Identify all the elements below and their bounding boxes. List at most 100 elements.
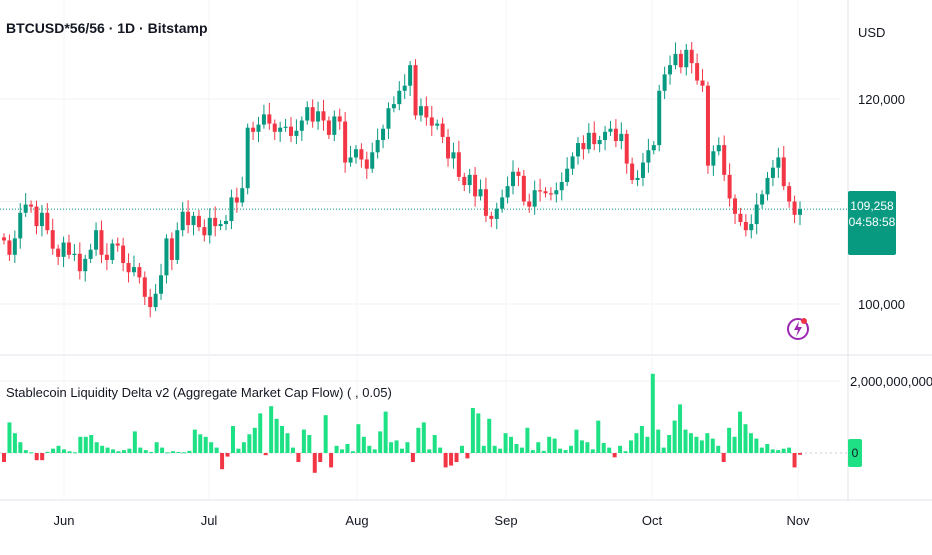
candle-body: [94, 230, 99, 250]
indicator-bar: [470, 408, 475, 453]
candle-body: [489, 215, 494, 219]
candle-body: [603, 131, 608, 140]
candle-body: [505, 186, 510, 198]
indicator-bar: [105, 447, 110, 453]
indicator-bar: [356, 424, 361, 453]
indicator-bar: [688, 433, 693, 453]
candle-body: [2, 237, 6, 241]
symbol-title[interactable]: BTCUSD*56/56 · 1D · Bitstamp: [6, 20, 208, 36]
candle-body: [34, 206, 39, 227]
indicator-bar: [639, 426, 644, 453]
indicator-bar: [683, 429, 688, 453]
indicator-bar: [372, 449, 377, 453]
indicator-title[interactable]: Stablecoin Liquidity Delta v2 (Aggregate…: [6, 385, 392, 400]
indicator-bar: [798, 453, 802, 455]
candle-body: [213, 217, 218, 227]
candle-body: [321, 111, 326, 121]
indicator-bar: [51, 448, 56, 453]
candle-body: [359, 149, 364, 160]
candle-body: [77, 253, 82, 272]
indicator-bar: [214, 447, 219, 453]
candle-body: [299, 120, 304, 131]
indicator-bar: [285, 433, 290, 453]
indicator-bar: [18, 442, 23, 453]
indicator-bar: [716, 445, 721, 453]
candle-body: [516, 171, 521, 176]
candle-body: [305, 107, 310, 121]
candle-body: [386, 108, 391, 129]
candle-body: [364, 159, 369, 169]
candle-body: [381, 128, 386, 140]
indicator-bar: [525, 427, 530, 453]
indicator-bar: [307, 435, 312, 453]
candle-body: [630, 163, 635, 180]
candle-body: [597, 140, 602, 145]
candle-body: [7, 240, 12, 255]
candle-body: [159, 275, 164, 294]
candle-body: [646, 150, 651, 163]
indicator-bar: [187, 450, 192, 453]
indicator-bar: [410, 453, 415, 462]
candle-body: [592, 132, 597, 145]
indicator-bar: [601, 442, 606, 453]
indicator-bar: [650, 373, 655, 453]
candle-layer: [2, 42, 802, 318]
time-tick-label: Aug: [345, 513, 368, 528]
candle-body: [462, 176, 467, 186]
indicator-bar: [181, 452, 186, 454]
indicator-bar: [792, 453, 797, 468]
indicator-bar: [171, 451, 176, 453]
indicator-bar: [738, 411, 743, 453]
candle-body: [126, 263, 131, 273]
candle-body: [565, 168, 570, 183]
candle-body: [408, 65, 413, 86]
indicator-bar: [138, 447, 143, 453]
candle-body: [316, 111, 321, 122]
indicator-bar: [241, 442, 246, 453]
indicator-bar: [727, 427, 732, 453]
indicator-bar: [2, 453, 6, 462]
indicator-bar: [574, 429, 579, 453]
candle-body: [575, 143, 580, 157]
candle-body: [511, 171, 516, 187]
indicator-bar: [569, 445, 574, 453]
indicator-bar: [323, 415, 328, 453]
candle-body: [787, 186, 792, 202]
candle-body: [245, 127, 250, 189]
candle-body: [370, 152, 375, 169]
indicator-bar: [361, 436, 366, 453]
candle-body: [332, 116, 337, 135]
candle-body: [202, 227, 207, 236]
candle-body: [624, 133, 629, 164]
indicator-bar: [634, 433, 639, 453]
indicator-bar: [45, 451, 50, 453]
candle-body: [435, 123, 440, 126]
indicator-bar: [476, 413, 481, 453]
indicator-bar: [432, 435, 437, 453]
candle-body: [56, 248, 61, 257]
candle-body: [749, 224, 754, 231]
candle-body: [678, 53, 683, 68]
indicator-bar: [765, 444, 770, 453]
candle-body: [543, 191, 548, 194]
indicator-bar: [78, 436, 83, 453]
indicator-bar: [612, 453, 617, 458]
currency-label[interactable]: USD: [858, 25, 886, 40]
candle-body: [61, 242, 66, 257]
candle-body: [12, 238, 17, 255]
lightning-bolt-icon[interactable]: [786, 310, 810, 346]
candle-body: [142, 277, 147, 297]
bar-countdown: 04:58:58: [848, 215, 896, 229]
indicator-bar: [661, 447, 666, 453]
indicator-bar: [165, 452, 170, 454]
indicator-bar: [23, 450, 28, 453]
indicator-bar: [56, 445, 61, 453]
indicator-bar: [514, 444, 519, 453]
candle-body: [218, 224, 223, 227]
candle-body: [792, 201, 797, 215]
candle-body: [186, 211, 191, 226]
candle-body: [348, 157, 353, 163]
candle-body: [559, 182, 564, 191]
candle-body: [153, 293, 158, 308]
